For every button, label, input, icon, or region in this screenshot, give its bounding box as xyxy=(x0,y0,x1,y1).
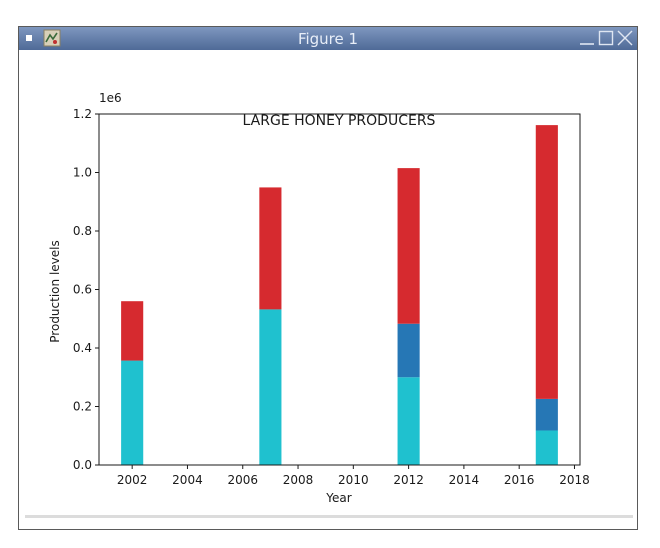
x-tick-label-2014: 2014 xyxy=(449,473,480,487)
y-tick-label-1.2: 1.2 xyxy=(73,107,92,121)
bar-2012-segment-3 xyxy=(397,168,420,324)
y-offset-label: 1e6 xyxy=(99,91,122,105)
y-tick-label-1.0: 1.0 xyxy=(73,166,92,180)
maximize-icon[interactable] xyxy=(597,29,615,47)
x-axis-label: Year xyxy=(325,491,351,505)
y-tick-label-0.0: 0.0 xyxy=(73,458,92,472)
bar-2007-segment-3 xyxy=(259,187,282,310)
bar-2002-segment-3 xyxy=(121,301,144,361)
x-tick-label-2018: 2018 xyxy=(559,473,590,487)
y-tick-label-0.6: 0.6 xyxy=(73,283,92,297)
x-ticks: 2002 2004 2006 2008 2010 2012 2014 2016 2018 xyxy=(117,465,590,487)
x-tick-label-2006: 2006 xyxy=(227,473,258,487)
bar-2002-segment-1 xyxy=(121,360,144,465)
y-tick-label-0.8: 0.8 xyxy=(73,224,92,238)
bar-2007-segment-1 xyxy=(259,309,282,465)
y-tick-label-0.4: 0.4 xyxy=(73,341,92,355)
figure-app-icon xyxy=(43,29,61,47)
chart-canvas: LARGE HONEY PRODUCERS 1e6 Production lev… xyxy=(48,91,590,505)
axes-frame xyxy=(98,113,581,466)
x-tick-label-2012: 2012 xyxy=(393,473,424,487)
bar-2017-segment-1 xyxy=(535,430,558,465)
minimize-icon[interactable] xyxy=(578,29,596,47)
window-title: Figure 1 xyxy=(297,30,359,48)
window-menu-icon[interactable] xyxy=(26,35,32,41)
bar-2017-segment-3 xyxy=(535,125,558,399)
y-ticks: 0.0 0.2 0.4 0.6 0.8 1.0 1.2 xyxy=(73,107,99,472)
bar-2012-segment-2 xyxy=(397,323,420,378)
x-tick-label-2010: 2010 xyxy=(338,473,369,487)
bar-2012-segment-1 xyxy=(397,377,420,465)
bar-2017-segment-2 xyxy=(535,398,558,431)
chart-title: LARGE HONEY PRODUCERS xyxy=(243,113,436,129)
close-icon[interactable] xyxy=(616,29,634,47)
plot-frame xyxy=(98,113,581,466)
y-axis-label: Production levels xyxy=(48,240,62,342)
figure-window: Figure 1 LARGE HONEY PRODUCERS 1e6 Produ… xyxy=(18,26,638,530)
y-tick-label-0.2: 0.2 xyxy=(73,400,92,414)
x-tick-label-2016: 2016 xyxy=(504,473,535,487)
window-titlebar[interactable]: Figure 1 xyxy=(19,27,637,50)
bar-group xyxy=(121,125,558,465)
figure-status-line xyxy=(25,515,633,518)
x-tick-label-2004: 2004 xyxy=(172,473,203,487)
x-tick-label-2002: 2002 xyxy=(117,473,148,487)
x-tick-label-2008: 2008 xyxy=(283,473,314,487)
